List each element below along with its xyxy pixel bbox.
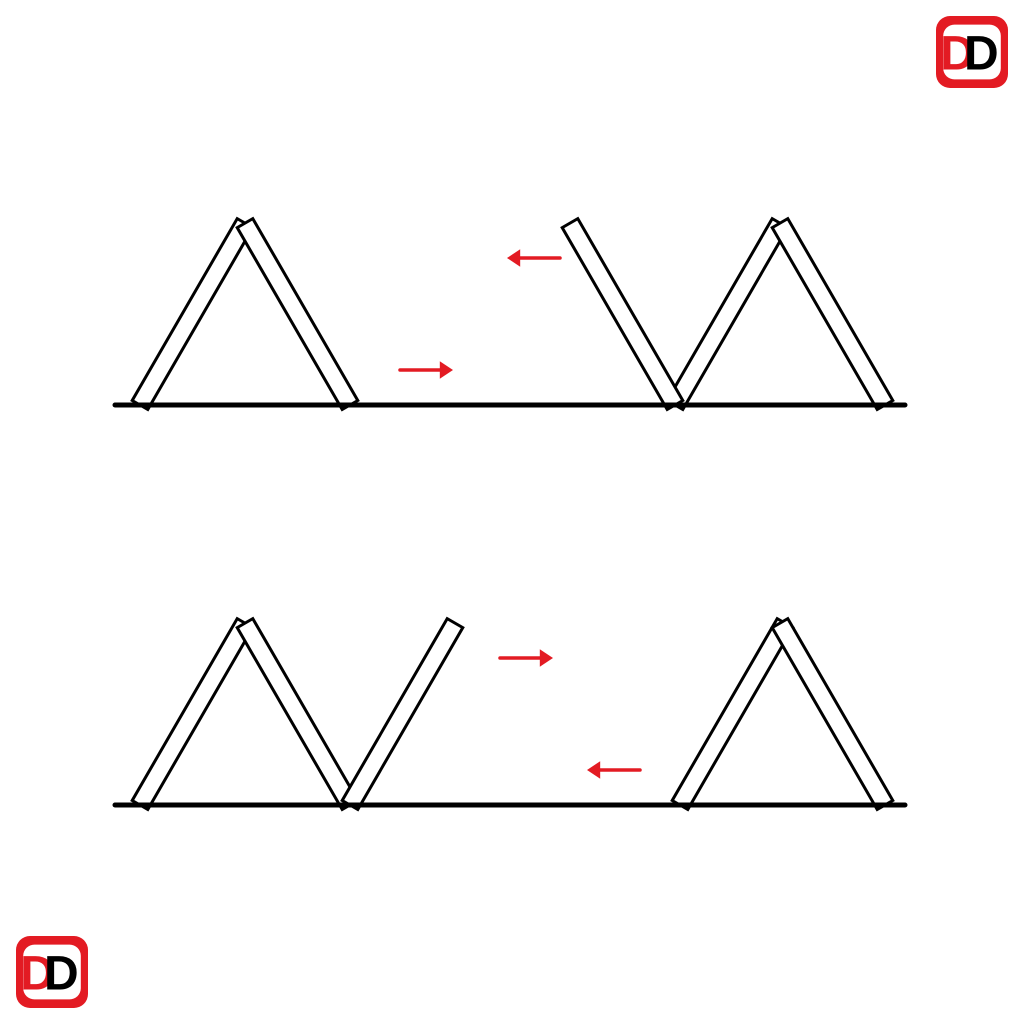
door-panel [672, 619, 793, 810]
dd-logo-letter-right: D [964, 27, 999, 80]
diagram-canvas: DDDD [0, 0, 1024, 1024]
arrow-right-icon [400, 361, 453, 379]
door-panel [237, 219, 358, 410]
door-panel [562, 219, 683, 410]
door-panel [342, 619, 463, 810]
door-panel [772, 619, 893, 810]
door-panel [237, 619, 358, 810]
door-panel [667, 219, 788, 410]
arrow-left-icon [587, 761, 640, 779]
dd-logo-letter-right: D [44, 947, 79, 1000]
arrow-right-icon [500, 649, 553, 667]
dd-logo-icon: DD [16, 936, 88, 1008]
arrow-left-icon [507, 249, 560, 267]
dd-logo-icon: DD [936, 16, 1008, 88]
door-panel [132, 619, 253, 810]
door-panel [132, 219, 253, 410]
door-panel [772, 219, 893, 410]
